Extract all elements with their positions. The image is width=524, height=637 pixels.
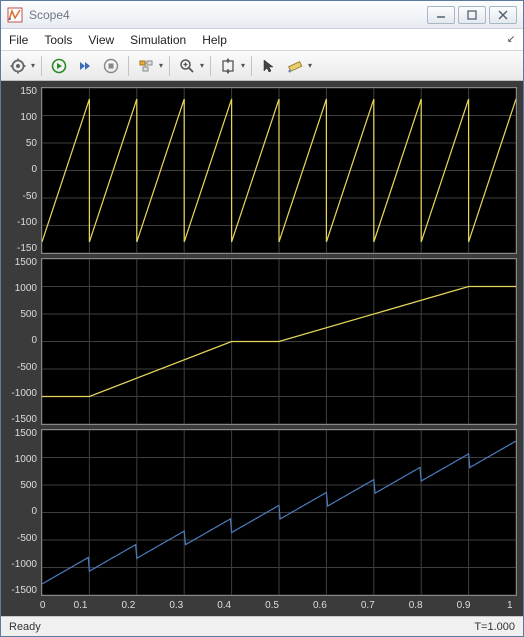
subplot-3: 150010005000-500-1000-1500 xyxy=(5,429,517,596)
menu-simulation[interactable]: Simulation xyxy=(130,33,186,47)
canvas-1[interactable] xyxy=(41,87,517,254)
measure-button[interactable] xyxy=(282,54,308,78)
close-button[interactable] xyxy=(489,6,517,24)
maximize-button[interactable] xyxy=(458,6,486,24)
separator xyxy=(210,56,211,76)
stop-button[interactable] xyxy=(98,54,124,78)
zoom-button[interactable] xyxy=(174,54,200,78)
separator xyxy=(169,56,170,76)
subplot-2: 150010005000-500-1000-1500 xyxy=(5,258,517,425)
config-button[interactable] xyxy=(5,54,31,78)
yaxis-3: 150010005000-500-1000-1500 xyxy=(5,429,41,596)
subplot-1: 150100500-50-100-150 xyxy=(5,87,517,254)
window-title: Scope4 xyxy=(29,8,424,22)
menubar: File Tools View Simulation Help ↘ xyxy=(1,29,523,51)
step-forward-button[interactable] xyxy=(72,54,98,78)
xaxis-row: 00.10.20.30.40.50.60.70.80.91 xyxy=(5,600,517,614)
separator xyxy=(41,56,42,76)
scope-window: Scope4 File Tools View Simulation Help ↘… xyxy=(0,0,524,637)
status-left: Ready xyxy=(9,621,41,633)
status-right: T=1.000 xyxy=(474,621,515,633)
highlight-button[interactable] xyxy=(133,54,159,78)
run-button[interactable] xyxy=(46,54,72,78)
menu-tools[interactable]: Tools xyxy=(44,33,72,47)
plot-area: 150100500-50-100-150 150010005000-500-10… xyxy=(1,81,523,616)
menu-view[interactable]: View xyxy=(88,33,114,47)
canvas-3[interactable] xyxy=(41,429,517,596)
titlebar: Scope4 xyxy=(1,1,523,29)
canvas-2[interactable] xyxy=(41,258,517,425)
toolbar: ▾ ▾ ▾ ▾ ▾ xyxy=(1,51,523,81)
separator xyxy=(128,56,129,76)
separator xyxy=(251,56,252,76)
autoscale-button[interactable] xyxy=(215,54,241,78)
xaxis: 00.10.20.30.40.50.60.70.80.91 xyxy=(41,600,517,614)
yaxis-2: 150010005000-500-1000-1500 xyxy=(5,258,41,425)
cursor-button[interactable] xyxy=(256,54,282,78)
yaxis-1: 150100500-50-100-150 xyxy=(5,87,41,254)
statusbar: Ready T=1.000 xyxy=(1,616,523,636)
minimize-button[interactable] xyxy=(427,6,455,24)
menu-file[interactable]: File xyxy=(9,33,28,47)
app-icon xyxy=(7,7,23,23)
menu-help[interactable]: Help xyxy=(202,33,227,47)
menu-more-icon[interactable]: ↘ xyxy=(507,34,515,45)
